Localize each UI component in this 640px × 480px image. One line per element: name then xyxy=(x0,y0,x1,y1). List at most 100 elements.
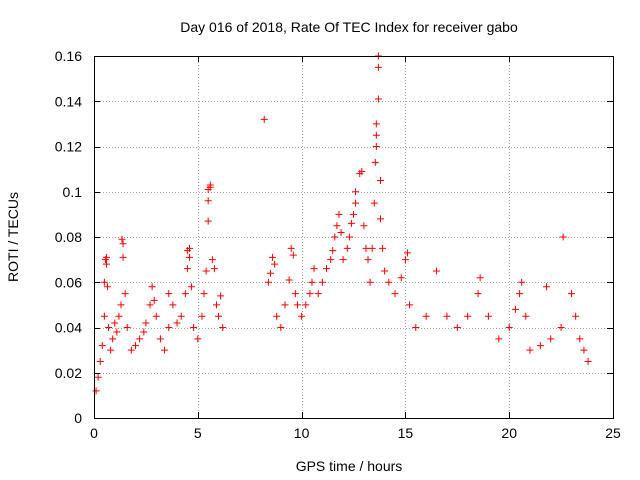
data-point xyxy=(376,176,384,184)
y-tick-label: 0.14 xyxy=(55,93,82,109)
data-point xyxy=(269,253,277,261)
data-point xyxy=(522,312,530,320)
data-point xyxy=(146,301,154,309)
data-point xyxy=(273,312,281,320)
axis-ticks xyxy=(94,56,614,419)
data-point xyxy=(206,183,214,191)
data-point xyxy=(422,312,430,320)
data-point xyxy=(518,278,526,286)
data-point xyxy=(183,265,191,273)
data-point xyxy=(331,233,339,241)
data-point xyxy=(403,249,411,257)
data-point xyxy=(291,290,299,298)
data-point xyxy=(335,210,343,218)
data-point xyxy=(200,290,208,298)
tick-labels: 0 5 10 15 20 25 0 0.02 0.04 0.06 0.08 0.1 0.12 0.14 0.… xyxy=(55,48,621,441)
data-point xyxy=(364,256,372,264)
data-point xyxy=(464,312,472,320)
data-point xyxy=(298,312,306,320)
data-point xyxy=(350,210,357,218)
data-point xyxy=(102,253,110,261)
data-point xyxy=(323,265,331,273)
data-point xyxy=(165,290,173,298)
data-point xyxy=(127,346,135,354)
data-point xyxy=(495,335,503,343)
data-point xyxy=(109,335,117,343)
data-point xyxy=(372,120,380,128)
data-point xyxy=(217,292,225,300)
data-point xyxy=(181,290,189,298)
x-tick-label: 15 xyxy=(398,425,414,441)
data-point xyxy=(177,312,185,320)
data-point xyxy=(92,387,100,395)
data-point xyxy=(484,312,492,320)
data-point xyxy=(580,346,588,354)
y-tick-label: 0.16 xyxy=(55,48,82,64)
data-point xyxy=(107,346,115,354)
data-point xyxy=(345,233,353,241)
data-point xyxy=(105,324,113,331)
chart-title: Day 016 of 2018, Rate Of TEC Index for r… xyxy=(180,19,518,35)
x-tick-label: 20 xyxy=(501,425,517,441)
data-point xyxy=(113,328,121,336)
data-point xyxy=(208,256,216,264)
data-point xyxy=(306,290,314,298)
data-point xyxy=(98,342,106,350)
data-point xyxy=(281,301,289,309)
grid-lines xyxy=(94,56,613,418)
data-point xyxy=(102,260,110,268)
data-point xyxy=(185,244,193,252)
data-point xyxy=(185,253,193,261)
data-point xyxy=(352,188,360,196)
data-point xyxy=(476,274,484,282)
data-point xyxy=(266,269,274,277)
data-point xyxy=(368,244,376,252)
data-point xyxy=(385,278,393,286)
data-point xyxy=(381,267,389,275)
data-point xyxy=(287,244,295,252)
data-point xyxy=(302,301,310,309)
data-point xyxy=(576,335,584,343)
data-point xyxy=(360,222,368,230)
data-point xyxy=(165,324,173,331)
data-point xyxy=(337,228,345,236)
data-point xyxy=(210,265,218,273)
data-point xyxy=(188,283,196,291)
data-point xyxy=(584,357,592,365)
data-point xyxy=(391,290,399,298)
data-point xyxy=(412,324,420,331)
data-point xyxy=(119,253,127,261)
data-point xyxy=(333,222,341,230)
data-point xyxy=(169,301,177,309)
data-point xyxy=(329,247,337,255)
data-point xyxy=(123,324,131,331)
data-point xyxy=(152,312,160,320)
data-point xyxy=(376,215,384,223)
data-point xyxy=(397,274,405,282)
data-point xyxy=(567,290,575,298)
data-point xyxy=(371,158,379,166)
data-point xyxy=(443,312,451,320)
data-point xyxy=(277,324,285,331)
data-point xyxy=(366,278,374,286)
data-point xyxy=(289,251,297,259)
data-points xyxy=(92,52,592,395)
data-point xyxy=(264,278,272,286)
data-point xyxy=(327,256,335,264)
data-point xyxy=(204,197,212,205)
y-tick-label: 0.02 xyxy=(55,365,82,381)
data-point xyxy=(347,219,355,227)
data-point xyxy=(374,95,382,103)
y-tick-label: 0.06 xyxy=(55,274,82,290)
data-point xyxy=(433,267,441,275)
data-point xyxy=(362,244,370,252)
data-point xyxy=(132,342,140,350)
data-point xyxy=(115,312,123,320)
data-point xyxy=(543,283,551,291)
data-point xyxy=(406,301,414,309)
data-point xyxy=(121,290,129,298)
data-point xyxy=(190,324,198,331)
data-point xyxy=(173,319,181,327)
